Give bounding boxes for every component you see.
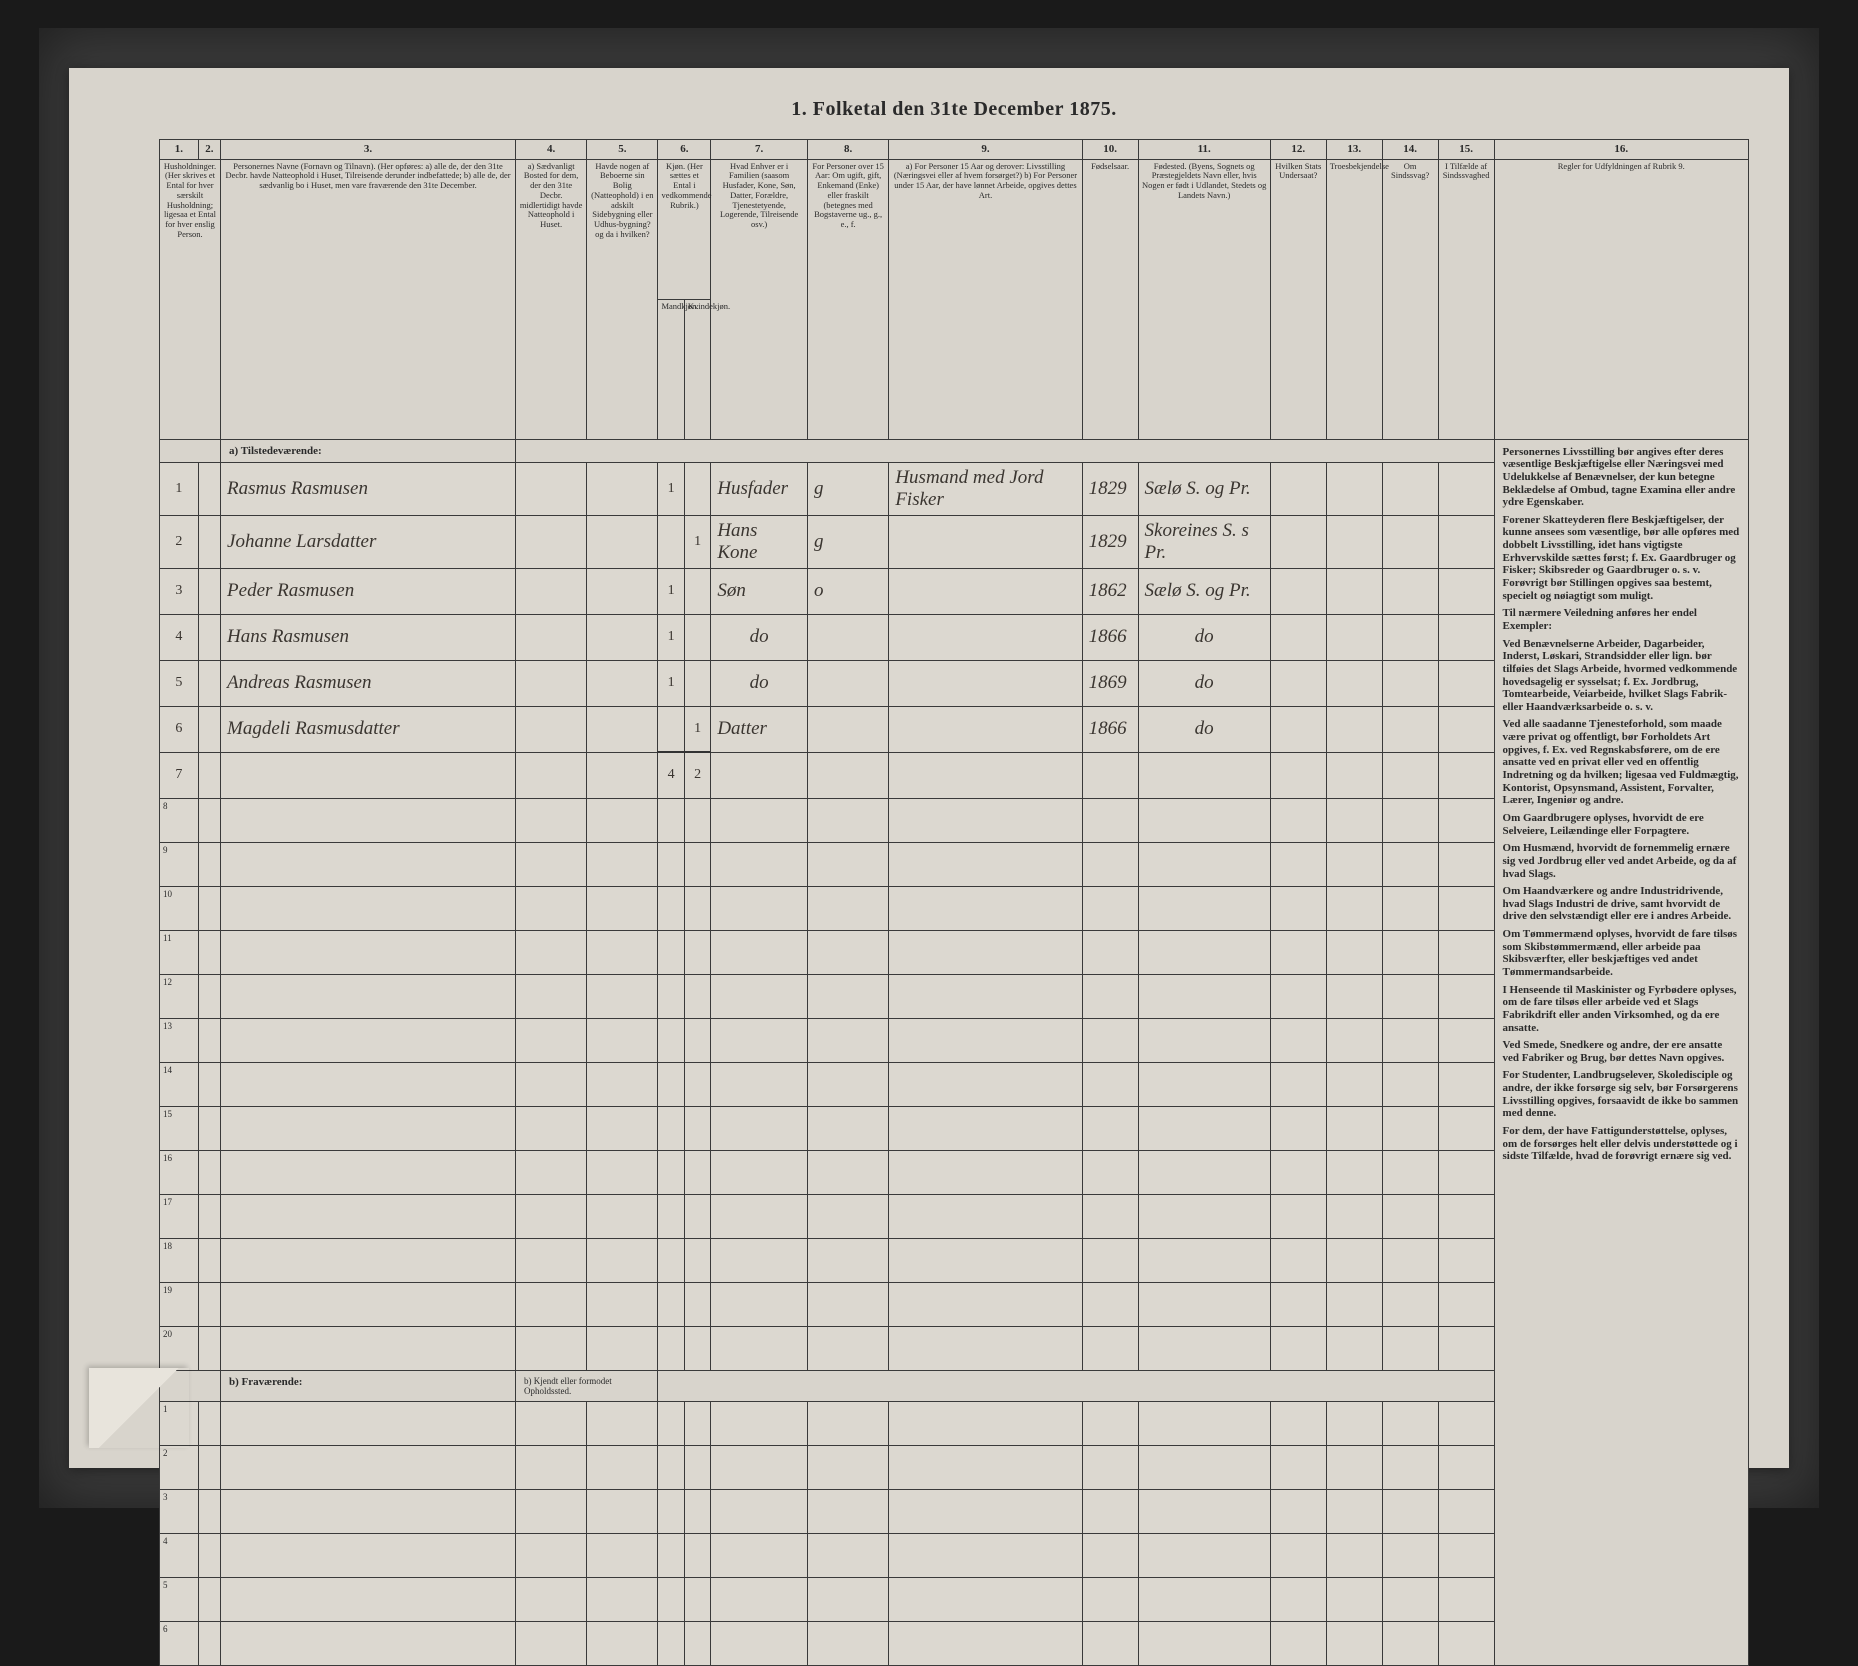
section-b-extra: b) Kjendt eller formodet Opholdssted. — [516, 1370, 658, 1402]
occupation: Husmand med Jord Fisker — [889, 463, 1082, 516]
hdr-13: Troesbekjendelse — [1326, 159, 1382, 439]
hdr-14: Om Sindssvag? — [1382, 159, 1438, 439]
hdr-1: Husholdninger. (Her skrives et Ental for… — [160, 159, 221, 439]
hdr-4: a) Sædvanligt Bosted for dem, der den 31… — [516, 159, 587, 439]
sex-k — [684, 463, 710, 516]
section-b-label: b) Fraværende: — [221, 1370, 516, 1402]
hdr-6a: Mandkjøn. — [658, 299, 684, 439]
colnum-7: 7. — [711, 140, 808, 160]
colnum-8: 8. — [807, 140, 888, 160]
hdr-15: I Tilfælde af Sindssvaghed — [1438, 159, 1494, 439]
hdr-3: Personernes Navne (Fornavn og Tilnavn). … — [221, 159, 516, 439]
hdr-6b: Kvindekjøn. — [684, 299, 710, 439]
page-fold — [89, 1368, 189, 1448]
sex-m: 1 — [658, 463, 684, 516]
colnum-13: 13. — [1326, 140, 1382, 160]
rownum: 1 — [160, 463, 199, 516]
page-title: 1. Folketal den 31te December 1875. — [159, 98, 1749, 121]
hdr-6: Kjøn. (Her sættes et Ental i vedkommende… — [658, 159, 711, 299]
colnum-5: 5. — [587, 140, 658, 160]
colnum-10: 10. — [1082, 140, 1138, 160]
section-a-row: a) Tilstedeværende: Personernes Livsstil… — [160, 439, 1749, 463]
header-row: Husholdninger. (Her skrives et Ental for… — [160, 159, 1749, 299]
column-number-row: 1. 2. 3. 4. 5. 6. 7. 8. 9. 10. 11. 12. 1… — [160, 140, 1749, 160]
section-a-label: a) Tilstedeværende: — [221, 439, 516, 463]
hdr-9: a) For Personer 15 Aar og derover: Livss… — [889, 159, 1082, 439]
hdr-12: Hvilken Stats Undersaat? — [1270, 159, 1326, 439]
census-table: 1. 2. 3. 4. 5. 6. 7. 8. 9. 10. 11. 12. 1… — [159, 139, 1749, 1666]
hdr-16: Regler for Udfyldningen af Rubrik 9. — [1494, 159, 1748, 439]
colnum-6: 6. — [658, 140, 711, 160]
rules-column: Personernes Livsstilling bør angives eft… — [1494, 439, 1748, 1666]
colnum-16: 16. — [1494, 140, 1748, 160]
colnum-9: 9. — [889, 140, 1082, 160]
birthplace: Sælø S. og Pr. — [1138, 463, 1270, 516]
person-name: Rasmus Rasmusen — [221, 463, 516, 516]
colnum-2: 2. — [198, 140, 220, 160]
scan-frame: 1. Folketal den 31te December 1875. 1. 2… — [39, 28, 1819, 1508]
hdr-10: Fødselsaar. — [1082, 159, 1138, 439]
total-k: 2 — [684, 752, 710, 798]
colnum-3: 3. — [221, 140, 516, 160]
relation: Husfader — [711, 463, 808, 516]
total-m: 4 — [658, 752, 684, 798]
colnum-14: 14. — [1382, 140, 1438, 160]
colnum-1: 1. — [160, 140, 199, 160]
birthyear: 1829 — [1082, 463, 1138, 516]
hdr-8: For Personer over 15 Aar: Om ugift, gift… — [807, 159, 888, 439]
colnum-4: 4. — [516, 140, 587, 160]
colnum-11: 11. — [1138, 140, 1270, 160]
colnum-12: 12. — [1270, 140, 1326, 160]
colnum-15: 15. — [1438, 140, 1494, 160]
hdr-11: Fødested. (Byens, Sognets og Præstegjeld… — [1138, 159, 1270, 439]
hdr-5: Havde nogen af Beboerne sin Bolig (Natte… — [587, 159, 658, 439]
hdr-7: Hvad Enhver er i Familien (saasom Husfad… — [711, 159, 808, 439]
census-page: 1. Folketal den 31te December 1875. 1. 2… — [69, 68, 1789, 1468]
marital: g — [807, 463, 888, 516]
